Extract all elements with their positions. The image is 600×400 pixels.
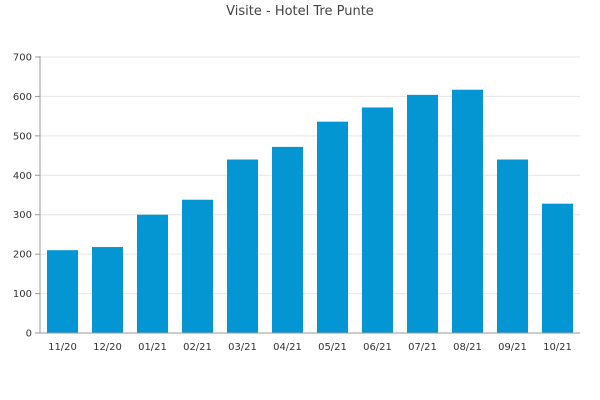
x-tick-label: 08/21 (453, 342, 482, 353)
x-tick-label: 10/21 (543, 342, 572, 353)
x-tick-label: 02/21 (183, 342, 212, 353)
x-tick-label: 12/20 (93, 342, 122, 353)
x-tick-label: 04/21 (273, 342, 302, 353)
bar-02/21[interactable] (182, 199, 213, 333)
bars (47, 89, 573, 334)
bar-01/21[interactable] (137, 214, 168, 333)
y-tick-label: 500 (13, 131, 32, 142)
bar-03/21[interactable] (227, 159, 258, 333)
bar-06/21[interactable] (362, 107, 393, 334)
bar-05/21[interactable] (317, 121, 348, 333)
x-tick-labels: 11/20 12/20 01/21 02/21 03/21 04/21 05/21 06/21… (48, 342, 572, 353)
chart-title: Visite - Hotel Tre Punte (226, 4, 374, 19)
x-tick-label: 06/21 (363, 342, 392, 353)
y-tick-label: 100 (13, 289, 32, 300)
y-tick-label: 200 (13, 250, 32, 261)
x-tick-label: 07/21 (408, 342, 437, 353)
x-tick-label: 01/21 (138, 342, 167, 353)
axes (39, 56, 580, 334)
gridlines (40, 56, 580, 295)
bar-09/21[interactable] (497, 159, 528, 333)
bar-08/21[interactable] (452, 89, 483, 334)
bar-07/21[interactable] (407, 94, 438, 333)
x-tick-label: 11/20 (48, 342, 77, 353)
x-tick-label: 03/21 (228, 342, 257, 353)
y-tick-label: 0 (26, 329, 32, 340)
y-tick-labels: 0 100 200 300 400 500 600 700 (13, 53, 40, 340)
x-tick-label: 09/21 (498, 342, 527, 353)
y-tick-label: 400 (13, 171, 32, 182)
x-tick-label: 05/21 (318, 342, 347, 353)
bar-04/21[interactable] (272, 146, 303, 333)
y-tick-label: 300 (13, 210, 32, 221)
bar-10/21[interactable] (542, 203, 573, 333)
bar-11/20[interactable] (47, 250, 78, 333)
bar-12/20[interactable] (92, 247, 123, 333)
y-tick-label: 700 (13, 53, 32, 64)
y-tick-label: 600 (13, 92, 32, 103)
